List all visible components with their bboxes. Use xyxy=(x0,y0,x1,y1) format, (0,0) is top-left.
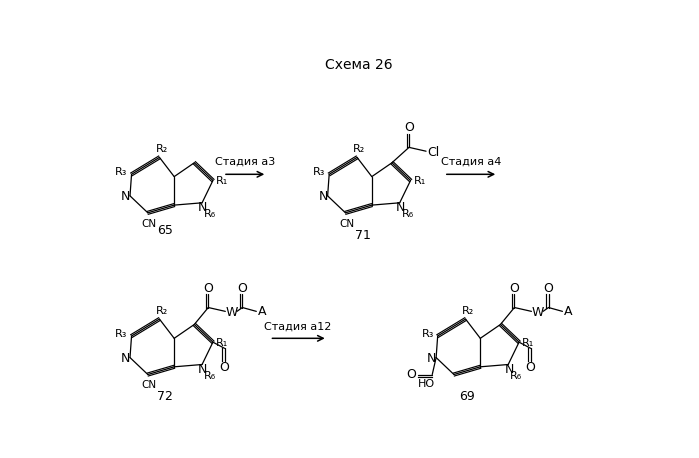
Text: R₂: R₂ xyxy=(156,305,168,316)
Text: R₃: R₃ xyxy=(313,167,325,177)
Text: A: A xyxy=(563,305,572,318)
Text: R₁: R₁ xyxy=(216,338,229,348)
Text: R₁: R₁ xyxy=(522,338,535,348)
Text: O: O xyxy=(406,368,417,381)
Text: O: O xyxy=(238,282,247,295)
Text: Cl: Cl xyxy=(428,146,440,159)
Text: 69: 69 xyxy=(459,390,475,403)
Text: O: O xyxy=(219,361,229,374)
Text: R₆: R₆ xyxy=(204,371,216,381)
Text: HO: HO xyxy=(417,379,435,389)
Text: R₁: R₁ xyxy=(216,176,229,186)
Text: N: N xyxy=(318,190,328,203)
Text: CN: CN xyxy=(142,218,157,229)
Text: R₆: R₆ xyxy=(510,371,522,381)
Text: A: A xyxy=(257,305,266,318)
Text: O: O xyxy=(404,121,414,134)
Text: R₃: R₃ xyxy=(115,167,128,177)
Text: N: N xyxy=(396,201,405,214)
Text: R₆: R₆ xyxy=(204,209,216,219)
Text: R₃: R₃ xyxy=(421,329,434,339)
Text: N: N xyxy=(198,363,208,376)
Text: Стадия а4: Стадия а4 xyxy=(441,156,501,166)
Text: R₆: R₆ xyxy=(401,209,414,219)
Text: R₃: R₃ xyxy=(115,329,128,339)
Text: W: W xyxy=(225,305,238,319)
Text: Стадия а12: Стадия а12 xyxy=(264,322,332,332)
Text: 71: 71 xyxy=(354,229,370,242)
Text: N: N xyxy=(121,352,130,365)
Text: Схема 26: Схема 26 xyxy=(325,58,392,72)
Text: R₂: R₂ xyxy=(156,144,168,154)
Text: O: O xyxy=(544,282,554,295)
Text: CN: CN xyxy=(340,218,354,229)
Text: O: O xyxy=(526,361,535,374)
Text: O: O xyxy=(203,282,213,295)
Text: 72: 72 xyxy=(157,390,173,403)
Text: N: N xyxy=(427,352,436,365)
Text: R₂: R₂ xyxy=(462,305,474,316)
Text: W: W xyxy=(531,305,544,319)
Text: O: O xyxy=(510,282,519,295)
Text: CN: CN xyxy=(142,380,157,390)
Text: N: N xyxy=(504,363,514,376)
Text: N: N xyxy=(121,190,130,203)
Text: 65: 65 xyxy=(157,224,173,237)
Text: R₁: R₁ xyxy=(414,176,426,186)
Text: Стадия а3: Стадия а3 xyxy=(215,156,275,166)
Text: R₂: R₂ xyxy=(353,144,366,154)
Text: N: N xyxy=(198,201,208,214)
